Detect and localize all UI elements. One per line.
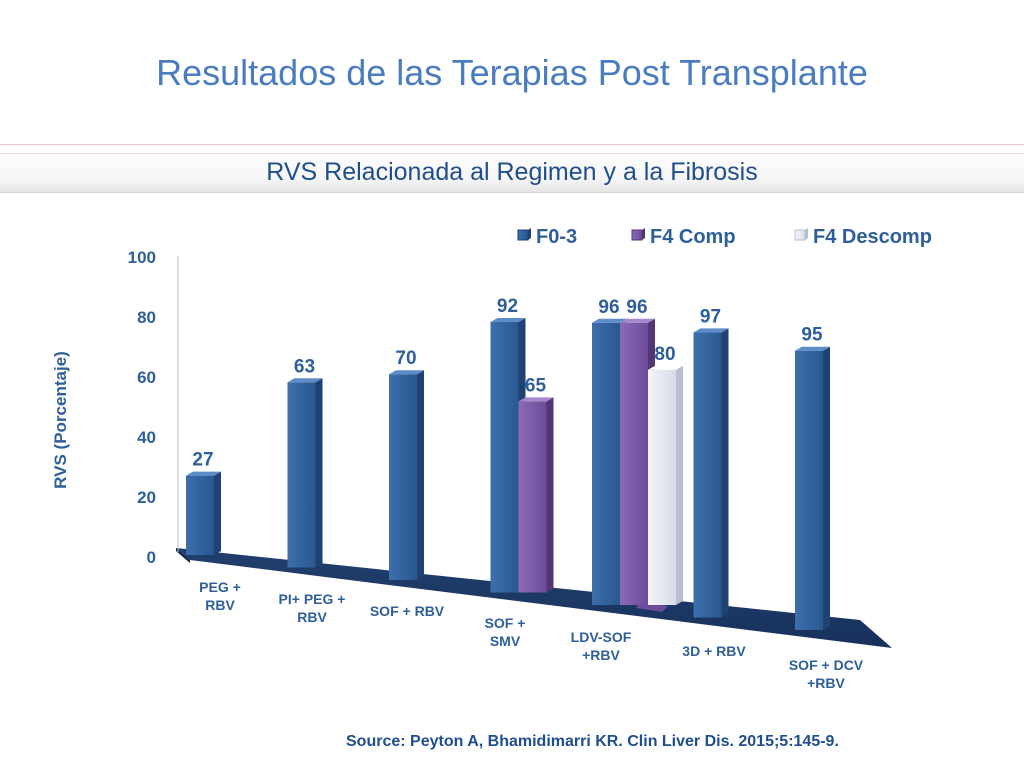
category-label: PEG + RBV: [199, 579, 241, 613]
bar: [518, 401, 547, 593]
chart-floor-edge: [176, 548, 190, 563]
bar-top: [287, 378, 323, 383]
bar-side: [676, 365, 683, 605]
y-tick-label: 80: [137, 308, 156, 327]
data-label: 95: [801, 325, 823, 346]
chart-subtitle: RVS Relacionada al Regimen y a la Fibros…: [266, 158, 758, 186]
bar-top: [620, 318, 655, 323]
chart-floor: [176, 548, 892, 648]
bar-side: [417, 370, 424, 580]
y-tick-label: 20: [137, 488, 156, 507]
category-label: 3D + RBV: [682, 643, 746, 659]
subtitle-band: [0, 148, 1024, 193]
legend-swatch: [794, 229, 806, 241]
bar-top: [389, 370, 424, 375]
bar-side: [823, 346, 830, 630]
legend-swatch-side: [805, 228, 808, 240]
data-label: 96: [626, 297, 647, 318]
bar: [795, 350, 823, 630]
legend-label: F0-3: [536, 226, 577, 248]
legend-label: F4 Descomp: [813, 226, 932, 248]
bar-top: [490, 318, 526, 323]
legend-label: F4 Comp: [650, 226, 736, 248]
bar-side: [546, 397, 554, 593]
data-label: 27: [192, 450, 213, 471]
legend-swatch: [631, 229, 643, 241]
y-tick-label: 100: [128, 248, 156, 267]
data-label: 63: [294, 356, 315, 377]
subtitle-band-top-line: [0, 153, 1024, 154]
title-divider: [0, 144, 1024, 145]
legend-swatch-side: [642, 228, 645, 240]
bar-top: [693, 328, 729, 333]
bar-side: [315, 378, 323, 568]
bar: [186, 475, 214, 555]
bar-side: [721, 328, 729, 618]
category-label: SOF + SMV: [485, 615, 526, 649]
bar: [592, 322, 620, 605]
bar: [287, 382, 316, 568]
slide-title: Resultados de las Terapias Post Transpla…: [156, 52, 868, 93]
bar: [389, 374, 417, 580]
legend-swatch: [517, 229, 529, 241]
bar-top: [186, 471, 221, 476]
y-axis-label: RVS (Porcentaje): [51, 351, 70, 489]
category-label: PI+ PEG + RBV: [279, 591, 346, 625]
bar: [490, 322, 519, 593]
category-label: LDV-SOF +RBV: [571, 629, 632, 663]
bar: [620, 322, 648, 605]
data-label: 65: [525, 375, 547, 396]
data-label: 97: [700, 306, 721, 327]
bar-side: [214, 471, 221, 555]
bar: [648, 369, 676, 605]
bar-top: [518, 397, 554, 402]
data-label: 70: [395, 348, 416, 369]
y-tick-label: 0: [147, 548, 156, 567]
data-label: 80: [654, 344, 675, 365]
source-citation: Source: Peyton A, Bhamidimarri KR. Clin …: [346, 733, 839, 750]
category-label: SOF + DCV +RBV: [789, 657, 864, 691]
data-label: 92: [497, 296, 518, 317]
data-label: 96: [598, 297, 619, 318]
bar-top: [592, 318, 627, 323]
y-tick-label: 40: [137, 428, 156, 447]
category-label: SOF + RBV: [370, 603, 445, 619]
bar-top: [648, 365, 683, 370]
legend-swatch-side: [528, 228, 531, 240]
bar: [693, 332, 722, 618]
bar-top: [795, 346, 830, 351]
y-tick-label: 60: [137, 368, 156, 387]
